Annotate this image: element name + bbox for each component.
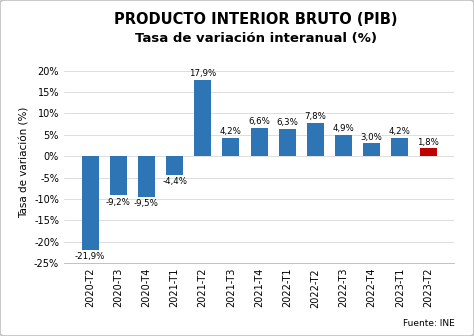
Text: 7,8%: 7,8% bbox=[304, 112, 326, 121]
Text: 17,9%: 17,9% bbox=[189, 69, 216, 78]
Bar bbox=[363, 143, 380, 156]
Text: Fuente: INE: Fuente: INE bbox=[403, 319, 455, 328]
Bar bbox=[166, 156, 183, 175]
Text: -9,5%: -9,5% bbox=[134, 199, 159, 208]
Bar bbox=[138, 156, 155, 197]
Text: 4,9%: 4,9% bbox=[333, 124, 355, 133]
Y-axis label: Tasa de variación (%): Tasa de variación (%) bbox=[20, 107, 30, 218]
Text: 4,2%: 4,2% bbox=[389, 127, 411, 136]
Text: -21,9%: -21,9% bbox=[75, 252, 105, 261]
Bar bbox=[392, 138, 409, 156]
Text: PRODUCTO INTERIOR BRUTO (PIB): PRODUCTO INTERIOR BRUTO (PIB) bbox=[114, 12, 398, 27]
Bar bbox=[419, 149, 437, 156]
Bar bbox=[82, 156, 99, 250]
Text: 4,2%: 4,2% bbox=[220, 127, 242, 136]
Text: Tasa de variación interanual (%): Tasa de variación interanual (%) bbox=[135, 32, 377, 45]
Bar bbox=[279, 129, 296, 156]
Text: -9,2%: -9,2% bbox=[106, 198, 131, 207]
Bar bbox=[194, 80, 211, 156]
Bar bbox=[307, 123, 324, 156]
Bar bbox=[222, 138, 239, 156]
Bar bbox=[251, 128, 267, 156]
Text: 3,0%: 3,0% bbox=[361, 133, 383, 141]
Text: 6,3%: 6,3% bbox=[276, 119, 298, 127]
Text: 6,6%: 6,6% bbox=[248, 117, 270, 126]
Bar bbox=[335, 135, 352, 156]
Text: 1,8%: 1,8% bbox=[417, 138, 439, 147]
Bar bbox=[110, 156, 127, 196]
Text: -4,4%: -4,4% bbox=[162, 177, 187, 186]
